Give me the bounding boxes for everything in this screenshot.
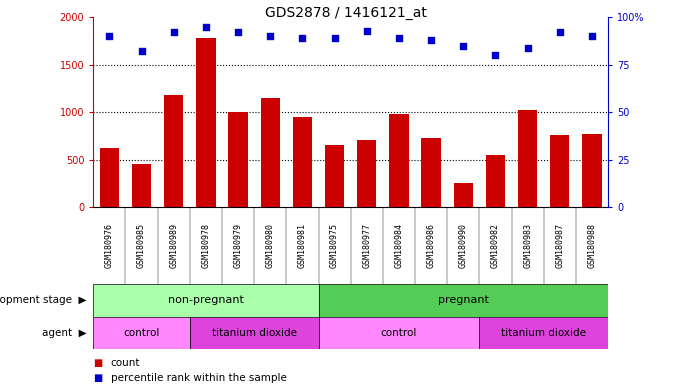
Point — [233, 30, 244, 36]
Bar — [229, 113, 248, 207]
Bar — [132, 164, 151, 207]
Text: GSM180990: GSM180990 — [459, 223, 468, 268]
Bar — [357, 140, 377, 207]
Text: GSM180975: GSM180975 — [330, 223, 339, 268]
Bar — [486, 155, 505, 207]
Point — [587, 33, 598, 40]
Point — [457, 43, 468, 49]
Bar — [261, 98, 280, 207]
Text: GSM180980: GSM180980 — [266, 223, 275, 268]
Point — [426, 37, 437, 43]
Point — [361, 28, 372, 34]
Text: titanium dioxide: titanium dioxide — [501, 328, 586, 338]
Point — [104, 33, 115, 40]
Text: GSM180987: GSM180987 — [556, 223, 565, 268]
Bar — [164, 95, 183, 207]
Text: count: count — [111, 358, 140, 368]
Bar — [93, 284, 319, 317]
Bar — [319, 284, 608, 317]
Text: GDS2878 / 1416121_at: GDS2878 / 1416121_at — [265, 6, 426, 20]
Text: ■: ■ — [93, 358, 102, 368]
Text: GSM180979: GSM180979 — [234, 223, 243, 268]
Text: GSM180988: GSM180988 — [587, 223, 596, 268]
Point — [265, 33, 276, 40]
Bar — [518, 111, 538, 207]
Bar — [480, 317, 608, 349]
Point — [200, 24, 211, 30]
Bar — [196, 38, 216, 207]
Bar — [389, 114, 408, 207]
Point — [297, 35, 308, 41]
Text: GSM180978: GSM180978 — [201, 223, 210, 268]
Text: control: control — [381, 328, 417, 338]
Point — [393, 35, 404, 41]
Bar — [325, 145, 344, 207]
Point — [168, 30, 179, 36]
Point — [329, 35, 340, 41]
Bar — [583, 134, 602, 207]
Point — [554, 30, 565, 36]
Text: development stage  ▶: development stage ▶ — [0, 295, 86, 306]
Bar — [319, 317, 480, 349]
Text: pregnant: pregnant — [438, 295, 489, 306]
Bar — [550, 135, 569, 207]
Text: non-pregnant: non-pregnant — [168, 295, 244, 306]
Text: percentile rank within the sample: percentile rank within the sample — [111, 373, 287, 383]
Bar — [454, 183, 473, 207]
Bar — [422, 138, 441, 207]
Text: GSM180989: GSM180989 — [169, 223, 178, 268]
Point — [522, 45, 533, 51]
Point — [136, 48, 147, 55]
Bar — [93, 317, 190, 349]
Bar — [293, 117, 312, 207]
Text: agent  ▶: agent ▶ — [41, 328, 86, 338]
Text: titanium dioxide: titanium dioxide — [211, 328, 296, 338]
Text: control: control — [124, 328, 160, 338]
Text: GSM180984: GSM180984 — [395, 223, 404, 268]
Text: GSM180982: GSM180982 — [491, 223, 500, 268]
Text: GSM180985: GSM180985 — [137, 223, 146, 268]
Text: GSM180986: GSM180986 — [426, 223, 435, 268]
Bar — [100, 149, 119, 207]
Text: GSM180983: GSM180983 — [523, 223, 532, 268]
Text: ■: ■ — [93, 373, 102, 383]
Text: GSM180981: GSM180981 — [298, 223, 307, 268]
Point — [490, 52, 501, 58]
Text: GSM180976: GSM180976 — [105, 223, 114, 268]
Text: GSM180977: GSM180977 — [362, 223, 371, 268]
Bar — [190, 317, 319, 349]
